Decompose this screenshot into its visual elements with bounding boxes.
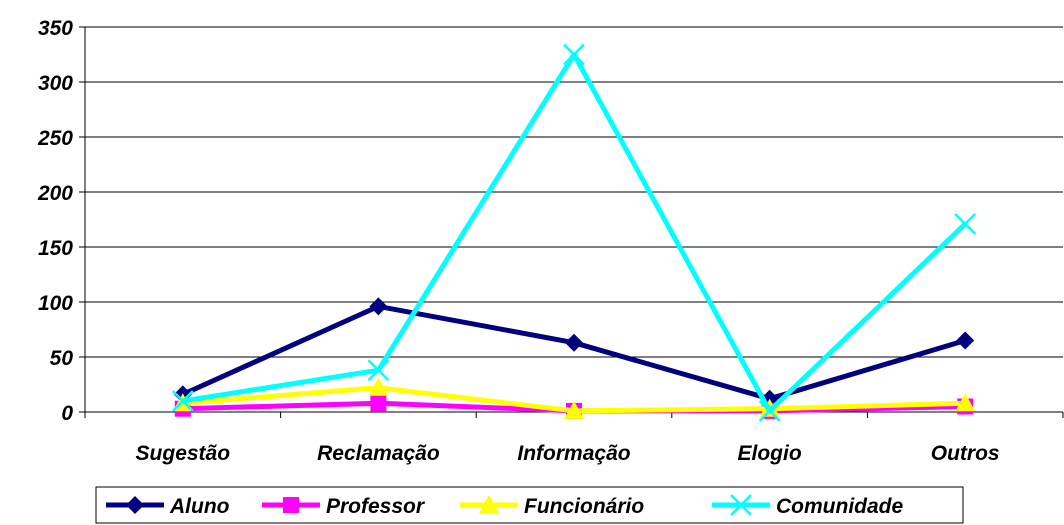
data-point [954,213,977,235]
y-tick-label: 100 [38,292,73,315]
legend-marker [126,496,144,514]
data-point [370,395,387,412]
y-tick-label: 250 [37,127,73,150]
y-tick-label: 350 [38,17,73,40]
legend-marker [730,494,752,516]
data-point [369,297,388,316]
series-group [171,43,977,422]
x-tick-label: Elogio [738,442,802,465]
legend-item: Professor [262,495,426,518]
data-point [171,390,194,412]
legend-item: Comunidade [712,494,903,518]
legend-label: Aluno [169,495,230,518]
data-point [367,359,390,382]
x-tick-labels: Sugestão Reclamação Informação Elogio Outros [136,442,1000,465]
legend-label: Funcionário [524,495,644,518]
x-tick-label: Informação [517,442,630,465]
legend-label: Comunidade [776,495,903,518]
legend-label: Professor [326,495,426,518]
y-tick-label: 300 [38,72,73,95]
data-point [955,393,976,412]
data-point [563,43,585,66]
y-tick-label: 0 [61,402,73,425]
legend-marker [479,495,499,513]
series-aluno [173,297,975,408]
y-tick-label: 50 [50,347,74,370]
data-point [565,333,583,352]
y-tick-label: 200 [37,182,73,205]
legend-marker [283,497,299,513]
legend-item: Funcionário [460,495,644,518]
x-tick-label: Sugestão [136,442,231,465]
legend-item: Aluno [106,495,230,518]
x-tick-label: Outros [931,442,1000,465]
data-point [368,377,389,396]
data-point [956,331,975,350]
legend-box [95,486,964,524]
y-tick-labels: 0 50 100 150 200 250 300 350 [37,17,73,425]
legend: Aluno Professor Funcionário Comunidade [95,486,964,524]
x-tick-label: Reclamação [317,442,440,465]
data-point [758,400,781,422]
axes [79,26,1064,418]
gridlines [85,26,1063,358]
y-tick-label: 150 [38,237,73,260]
series-comunidade [171,43,977,422]
data-point [564,400,584,419]
